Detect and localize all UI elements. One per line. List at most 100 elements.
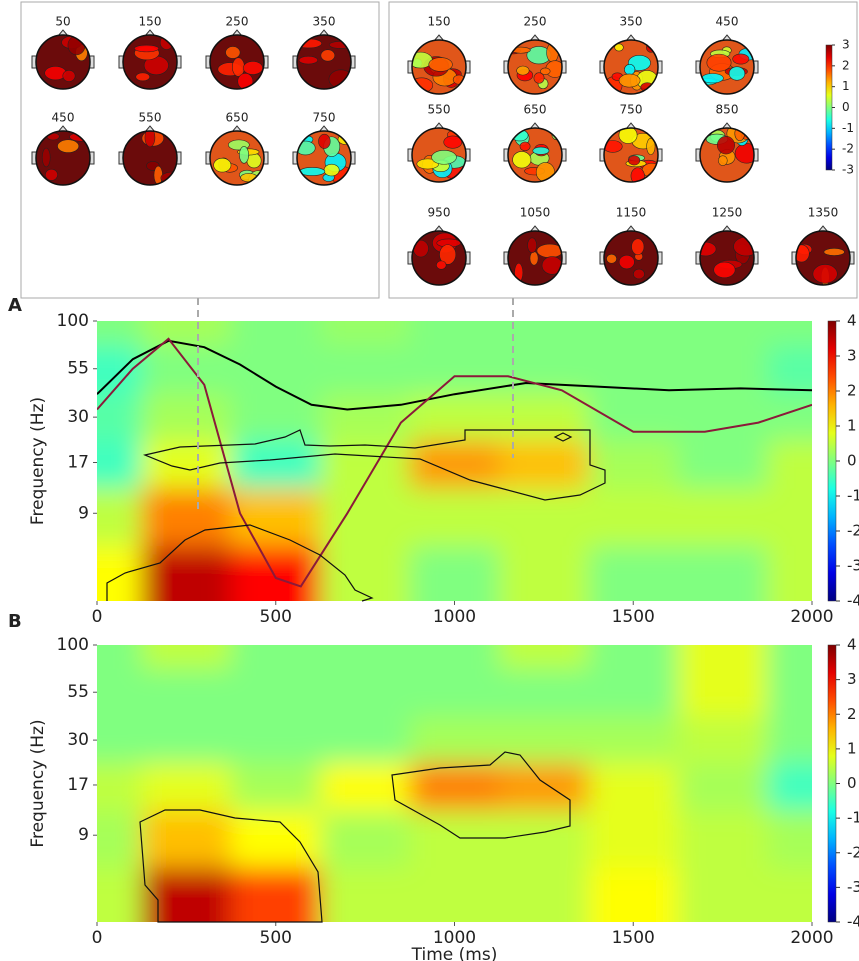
topo-blob <box>512 151 532 169</box>
heatmap-cell <box>141 321 232 346</box>
heatmap-cell <box>409 344 500 394</box>
heatmap-cell <box>588 344 679 394</box>
topo-blob <box>225 46 241 59</box>
topo-blob <box>69 132 90 142</box>
topo-time-label: 750 <box>620 103 643 117</box>
heatmap-cell <box>588 439 679 489</box>
topo-blob <box>328 41 351 49</box>
topo-time-label: 50 <box>55 15 70 29</box>
heatmap-cell <box>588 392 679 441</box>
topo-head <box>503 225 567 286</box>
topo-map <box>297 131 351 185</box>
topo-blob <box>439 244 457 265</box>
topo-blob <box>412 239 429 258</box>
heatmap-cell <box>767 762 812 811</box>
colorbar <box>827 320 837 602</box>
topo-head <box>118 125 182 186</box>
topo-map <box>123 35 177 89</box>
heatmap-cell <box>409 867 500 922</box>
y-tick-label: 17 <box>67 775 89 795</box>
heatmap-cell <box>231 762 321 811</box>
topo-head <box>292 29 356 90</box>
colorbar-tick-label: 3 <box>842 38 850 52</box>
heatmap-cell <box>231 668 321 717</box>
heatmap-cell <box>141 344 232 394</box>
heatmap-cell <box>97 545 143 601</box>
topo-blob <box>633 268 645 280</box>
contour <box>106 524 374 602</box>
topo-map <box>210 131 264 185</box>
x-tick-label: 2000 <box>790 607 833 627</box>
topo-blob <box>618 73 641 88</box>
topo-head <box>118 29 182 90</box>
y-tick-label: 100 <box>57 311 89 331</box>
heatmap-cell <box>409 668 500 717</box>
topo-outline <box>122 34 178 90</box>
y-tick-label: 9 <box>78 825 89 845</box>
topo-blob <box>628 155 641 166</box>
heatmap-cell <box>588 645 679 670</box>
heatmap-cell <box>231 439 321 489</box>
heatmap-cell <box>97 645 143 670</box>
topo-blob <box>716 136 735 155</box>
x-tick-label: 1000 <box>433 928 476 948</box>
topo-map <box>36 131 90 185</box>
heatmap-cell <box>677 762 768 811</box>
topo-outline <box>507 39 563 95</box>
topo-head <box>599 34 663 95</box>
topo-outline <box>35 34 91 90</box>
topo-box-right <box>388 1 858 299</box>
y-tick-label: 30 <box>67 407 89 427</box>
topo-blob <box>134 44 160 53</box>
topo-blob <box>320 49 336 62</box>
heatmap-cell <box>231 867 321 922</box>
topo-time-label: 650 <box>524 103 547 117</box>
topo-blob <box>519 141 531 152</box>
topo-head <box>599 225 663 286</box>
topo-map <box>210 35 264 89</box>
heatmap-cell <box>767 321 812 346</box>
topo-map <box>412 128 466 182</box>
colorbar-tick-label: -2 <box>847 843 859 861</box>
heatmap-cell <box>97 762 143 811</box>
topo-time-label: 450 <box>52 111 75 125</box>
topo-blob <box>443 135 463 149</box>
heatmap-cell <box>97 439 143 489</box>
topo-blob <box>242 61 263 75</box>
topo-blob <box>529 251 539 266</box>
colorbar-tick-label: -3 <box>847 557 859 575</box>
topo-time-label: 1050 <box>520 206 551 220</box>
heatmap-cells <box>97 645 812 922</box>
topo-time-label: 950 <box>428 206 451 220</box>
topo-blob <box>62 70 76 82</box>
colorbar-tick-label: -3 <box>842 163 854 177</box>
topo-blob <box>323 163 340 177</box>
topo-blob <box>812 264 838 284</box>
topo-blob <box>533 72 545 84</box>
topo-blob <box>606 253 617 264</box>
topo-blob <box>713 261 736 279</box>
topo-head <box>407 225 471 286</box>
colorbar-tick-label: 3 <box>847 347 857 365</box>
heatmap-cell <box>320 321 411 346</box>
topo-blob <box>614 43 624 52</box>
heatmap-cell <box>141 810 232 868</box>
topo-blob <box>57 139 80 153</box>
heatmap-cell <box>97 810 143 868</box>
heatmap-cell <box>231 545 321 601</box>
topo-time-label: 850 <box>716 103 739 117</box>
topo-head <box>407 34 471 95</box>
heatmap-cell <box>409 810 500 868</box>
topoplots: 50 150 250 350 450 550 650 750 150 250 350 450 550 65… <box>31 15 855 286</box>
topo-head <box>292 125 356 186</box>
heatmap-cell <box>320 645 411 670</box>
topo-blob <box>412 77 434 94</box>
panel-label: B <box>8 611 22 632</box>
heatmap-cell <box>141 762 232 811</box>
overlay-line <box>97 337 812 588</box>
topo-time-label: 1350 <box>808 206 839 220</box>
heatmap-cell <box>677 668 768 717</box>
contour <box>139 809 323 923</box>
topo-map <box>604 231 658 285</box>
